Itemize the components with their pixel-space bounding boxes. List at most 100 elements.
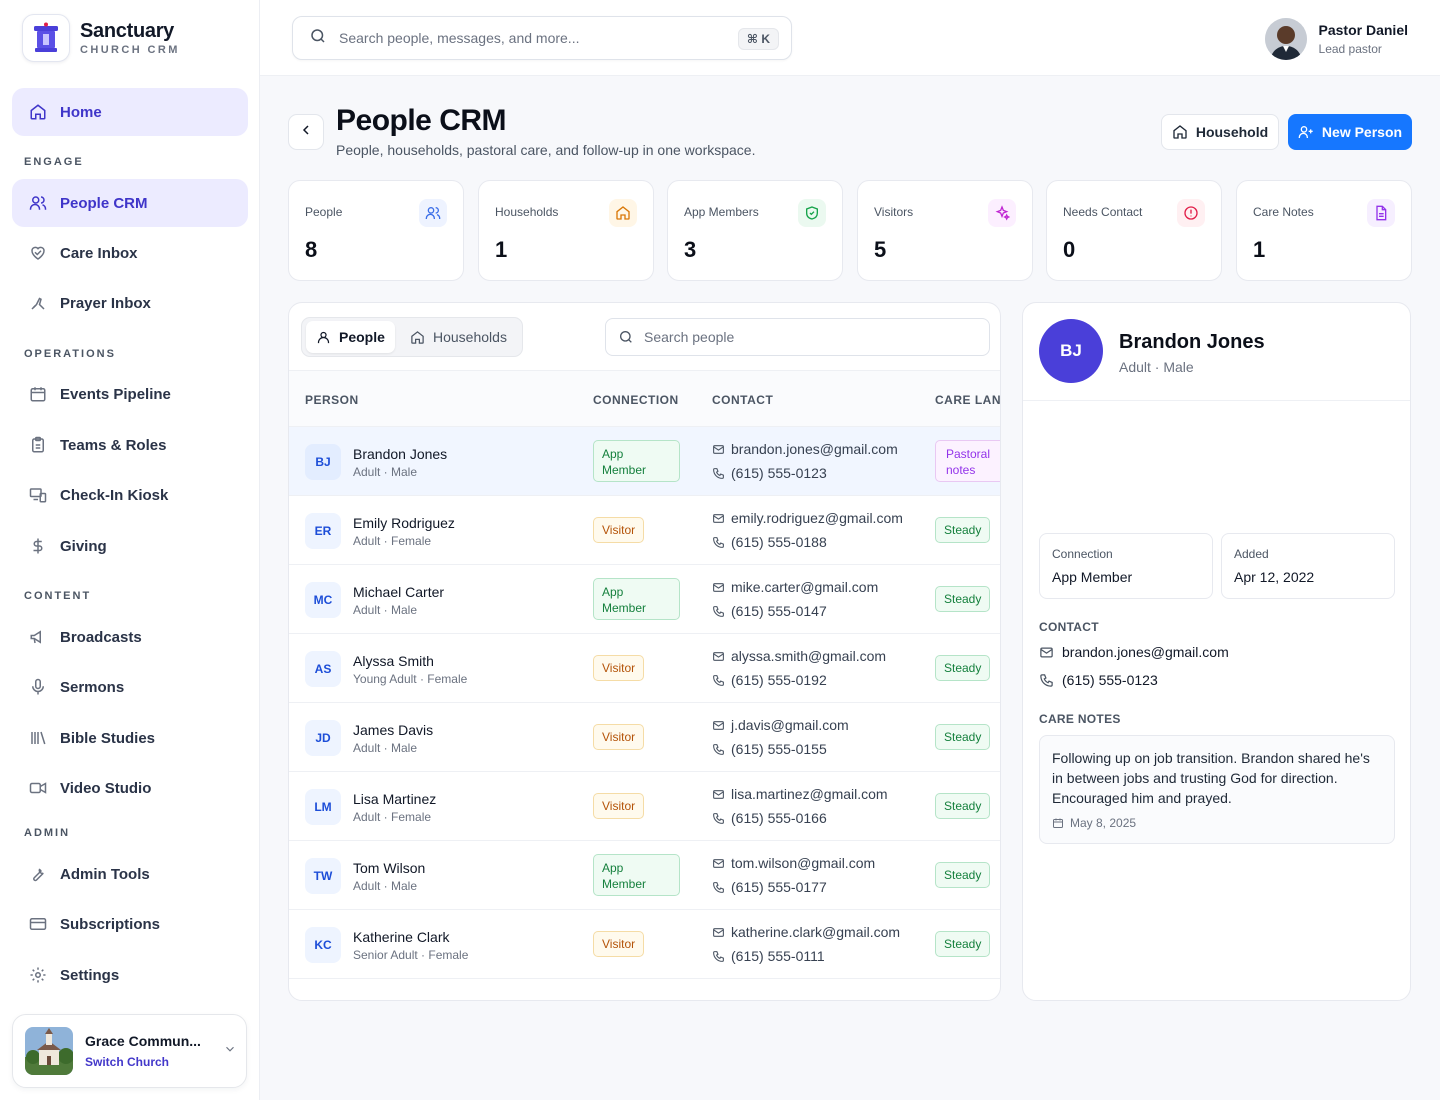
person-name: James Davis — [353, 722, 434, 738]
sidebar-item-giving[interactable]: Giving — [12, 522, 248, 570]
care-note-text: Following up on job transition. Brandon … — [1052, 750, 1370, 806]
mail-icon — [713, 858, 724, 868]
person-initials: TW — [305, 858, 341, 894]
person-meta: Adult · Female — [353, 534, 432, 548]
table-row[interactable]: JD James Davis Adult · Male Visitor j.da… — [289, 703, 1000, 772]
phone-icon — [713, 536, 724, 548]
tab-households[interactable]: Households — [400, 321, 517, 353]
person-initials: LM — [305, 789, 341, 825]
user-profile[interactable]: Pastor Daniel Lead pastor — [1264, 18, 1408, 60]
people-search-input[interactable] — [644, 329, 964, 345]
stat-card-people[interactable]: People 8 — [288, 180, 464, 281]
care-note-date: May 8, 2025 — [1052, 816, 1382, 830]
sidebar-item-admin-tools[interactable]: Admin Tools — [12, 850, 248, 898]
table-row[interactable]: KC Katherine Clark Senior Adult · Female… — [289, 910, 1000, 979]
sidebar-item-home[interactable]: Home — [12, 88, 248, 136]
phone-icon — [713, 950, 724, 962]
table-row[interactable]: ER Emily Rodriguez Adult · Female Visito… — [289, 496, 1000, 565]
stat-value: 5 — [874, 237, 887, 262]
mail-icon — [1040, 647, 1053, 657]
sidebar-item-label: People CRM — [60, 194, 148, 212]
table-row[interactable]: TW Tom Wilson Adult · Male App Member tom… — [289, 841, 1000, 910]
table-row[interactable]: BJ Brandon Jones Adult · Male App Member … — [289, 427, 1000, 496]
nav-section-admin: ADMIN — [24, 827, 71, 839]
contact-phone: (615) 555-0188 — [712, 534, 827, 550]
stat-value: 0 — [1063, 237, 1076, 262]
detail-name: Brandon Jones — [1119, 331, 1265, 353]
sidebar-item-people-crm[interactable]: People CRM — [12, 179, 248, 227]
back-button[interactable] — [288, 114, 324, 150]
sidebar-item-bible-studies[interactable]: Bible Studies — [12, 714, 248, 762]
column-header-person[interactable]: PERSON — [305, 393, 359, 407]
detail-phone[interactable]: (615) 555-0123 — [1039, 672, 1158, 688]
column-header-connection[interactable]: CONNECTION — [593, 393, 679, 407]
sidebar-item-care-inbox[interactable]: Care Inbox — [12, 229, 248, 277]
home-icon — [28, 102, 48, 122]
sidebar-item-broadcasts[interactable]: Broadcasts — [12, 613, 248, 661]
connection-badge: Visitor — [593, 793, 645, 819]
person-name: Michael Carter — [353, 584, 445, 600]
sidebar-item-checkin-kiosk[interactable]: Check-In Kiosk — [12, 471, 248, 519]
contact-heading: CONTACT — [1039, 620, 1099, 634]
new-person-button[interactable]: New Person — [1288, 114, 1412, 150]
mail-icon — [713, 582, 724, 592]
people-search[interactable] — [605, 318, 990, 356]
contact-email: katherine.clark@gmail.com — [712, 924, 900, 940]
phone-icon — [1040, 673, 1053, 687]
household-button[interactable]: Household — [1161, 114, 1279, 150]
person-initials: JD — [305, 720, 341, 756]
user-name: Pastor Daniel — [1318, 22, 1408, 38]
tab-people[interactable]: People — [306, 321, 395, 353]
contact-phone: (615) 555-0166 — [712, 810, 827, 826]
stat-card-needs-contact[interactable]: Needs Contact 0 — [1046, 180, 1222, 281]
stat-card-households[interactable]: Households 1 — [478, 180, 654, 281]
stat-card-visitors[interactable]: Visitors 5 — [857, 180, 1033, 281]
sidebar-item-subscriptions[interactable]: Subscriptions — [12, 900, 248, 948]
chevron-left-icon — [298, 122, 314, 143]
home-icon — [609, 199, 637, 227]
brand[interactable]: Sanctuary CHURCH CRM — [22, 14, 180, 62]
church-switcher[interactable]: Grace Commun... Switch Church — [12, 1014, 247, 1088]
column-header-care-lane[interactable]: CARE LANE — [935, 393, 1001, 407]
sidebar-item-settings[interactable]: Settings — [12, 951, 248, 999]
sidebar-item-teams-roles[interactable]: Teams & Roles — [12, 421, 248, 469]
connection-box: Connection App Member — [1039, 533, 1213, 599]
stat-label: Care Notes — [1253, 205, 1314, 219]
sidebar-item-prayer-inbox[interactable]: Prayer Inbox — [12, 279, 248, 327]
column-header-contact[interactable]: CONTACT — [712, 393, 774, 407]
nav-section-content: CONTENT — [24, 590, 92, 602]
calendar-icon — [28, 384, 48, 404]
table-row[interactable]: MC Michael Carter Adult · Male App Member… — [289, 565, 1000, 634]
switch-church-link[interactable]: Switch Church — [85, 1055, 170, 1069]
church-photo — [25, 1027, 73, 1075]
user-icon — [317, 331, 330, 343]
stat-card-care-notes[interactable]: Care Notes 1 — [1236, 180, 1412, 281]
contact-email: alyssa.smith@gmail.com — [712, 648, 886, 664]
care-note-card[interactable]: Following up on job transition. Brandon … — [1039, 735, 1395, 844]
sidebar-item-events-pipeline[interactable]: Events Pipeline — [12, 370, 248, 418]
brand-subtitle: CHURCH CRM — [80, 44, 180, 56]
global-search[interactable]: ⌘ K — [292, 16, 792, 60]
care-lane-badge: Steady — [935, 931, 991, 957]
sidebar-item-label: Settings — [60, 966, 120, 984]
library-icon — [28, 728, 48, 748]
detail-email[interactable]: brandon.jones@gmail.com — [1039, 644, 1229, 660]
user-plus-icon — [1298, 126, 1313, 138]
sidebar-item-sermons[interactable]: Sermons — [12, 663, 248, 711]
top-bar: ⌘ K Pastor Daniel Lead pastor — [260, 0, 1440, 76]
table-row[interactable]: LM Lisa Martinez Adult · Female Visitor … — [289, 772, 1000, 841]
home-icon — [411, 330, 424, 344]
chevron-down-icon[interactable] — [223, 1042, 237, 1061]
nav-section-operations: OPERATIONS — [24, 348, 116, 360]
global-search-input[interactable] — [339, 30, 719, 46]
care-lane-badge: Steady — [935, 724, 991, 750]
detail-meta: Adult · Male — [1119, 359, 1194, 375]
sidebar-item-video-studio[interactable]: Video Studio — [12, 764, 248, 812]
person-name: Lisa Martinez — [353, 791, 437, 807]
page-subtitle: People, households, pastoral care, and f… — [336, 142, 756, 158]
stat-card-app-members[interactable]: App Members 3 — [667, 180, 843, 281]
sidebar: Sanctuary CHURCH CRM Home ENGAGE People … — [0, 0, 260, 1100]
table-row[interactable]: AS Alyssa Smith Young Adult · Female Vis… — [289, 634, 1000, 703]
contact-phone: (615) 555-0192 — [712, 672, 827, 688]
file-text-icon — [1367, 199, 1395, 227]
